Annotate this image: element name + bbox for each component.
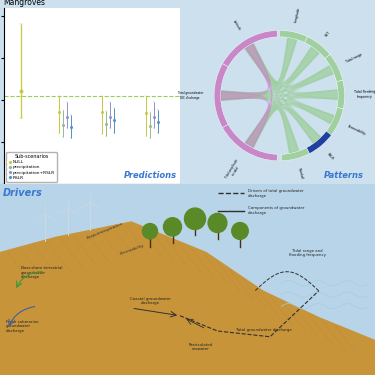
Polygon shape (221, 92, 298, 153)
Wedge shape (279, 30, 308, 43)
Text: Drivers: Drivers (3, 188, 43, 198)
Legend: NULL, precipitation, precipitation+RSLR, RSLR: NULL, precipitation, precipitation+RSLR,… (6, 152, 57, 182)
Polygon shape (245, 43, 334, 87)
Text: Rainfall: Rainfall (297, 168, 303, 180)
Text: SST: SST (324, 30, 331, 38)
Polygon shape (245, 104, 334, 148)
Text: Total groundwater
DIC discharge: Total groundwater DIC discharge (177, 92, 203, 100)
Text: Patterns: Patterns (324, 171, 364, 180)
Circle shape (142, 224, 158, 239)
Wedge shape (222, 124, 278, 161)
Wedge shape (281, 148, 309, 161)
Polygon shape (245, 38, 297, 148)
Text: Evapotranspiration: Evapotranspiration (86, 222, 124, 240)
Text: Permeability: Permeability (347, 125, 367, 137)
Polygon shape (221, 92, 270, 148)
Circle shape (184, 208, 206, 230)
Text: Fresh submarine
groundwater
discharge: Fresh submarine groundwater discharge (6, 320, 38, 333)
Text: Coastal groundwater
discharge: Coastal groundwater discharge (130, 297, 170, 305)
Text: Latitude: Latitude (232, 20, 242, 32)
Text: Components of groundwater
discharge: Components of groundwater discharge (248, 206, 304, 215)
Text: Drivers of total groundwater
discharge: Drivers of total groundwater discharge (248, 189, 303, 198)
Polygon shape (245, 107, 321, 148)
Wedge shape (326, 108, 343, 135)
Polygon shape (246, 38, 296, 82)
Polygon shape (221, 90, 338, 100)
Polygon shape (221, 92, 320, 143)
Polygon shape (221, 38, 297, 100)
Polygon shape (245, 66, 334, 148)
Text: Near-shore terrestrial
groundwater
discharge: Near-shore terrestrial groundwater disch… (21, 266, 62, 279)
Polygon shape (245, 44, 272, 148)
Polygon shape (245, 47, 319, 148)
Polygon shape (245, 43, 321, 144)
Text: Mangroves: Mangroves (4, 0, 46, 7)
Text: Recirculated
seawater: Recirculated seawater (189, 342, 213, 351)
Polygon shape (245, 90, 338, 148)
Wedge shape (306, 131, 332, 154)
Polygon shape (221, 46, 320, 100)
Text: Longitude: Longitude (294, 6, 302, 23)
Wedge shape (304, 37, 330, 58)
Text: Tidal range: Tidal range (346, 53, 363, 64)
Circle shape (164, 218, 182, 236)
Polygon shape (245, 43, 319, 84)
Text: Total groundwater discharge: Total groundwater discharge (236, 328, 292, 332)
Polygon shape (221, 66, 334, 100)
Polygon shape (245, 43, 299, 153)
Polygon shape (0, 222, 375, 375)
Wedge shape (336, 80, 345, 109)
Text: RSLR: RSLR (326, 152, 335, 161)
Polygon shape (245, 109, 298, 153)
Polygon shape (221, 92, 334, 123)
Polygon shape (245, 44, 334, 124)
Text: Predictions: Predictions (123, 171, 177, 180)
Wedge shape (214, 64, 228, 128)
Polygon shape (245, 43, 338, 99)
Wedge shape (325, 54, 343, 82)
Circle shape (232, 222, 248, 239)
Text: Permeability: Permeability (120, 243, 146, 255)
Text: Tidal range and
flooding frequency: Tidal range and flooding frequency (289, 249, 326, 257)
Text: Tidal flooding
frequency: Tidal flooding frequency (354, 90, 375, 99)
Polygon shape (221, 44, 270, 100)
Wedge shape (222, 30, 278, 67)
Circle shape (208, 213, 227, 232)
Polygon shape (150, 318, 375, 375)
Text: Tidal amplitude
to tidal: Tidal amplitude to tidal (225, 159, 243, 182)
